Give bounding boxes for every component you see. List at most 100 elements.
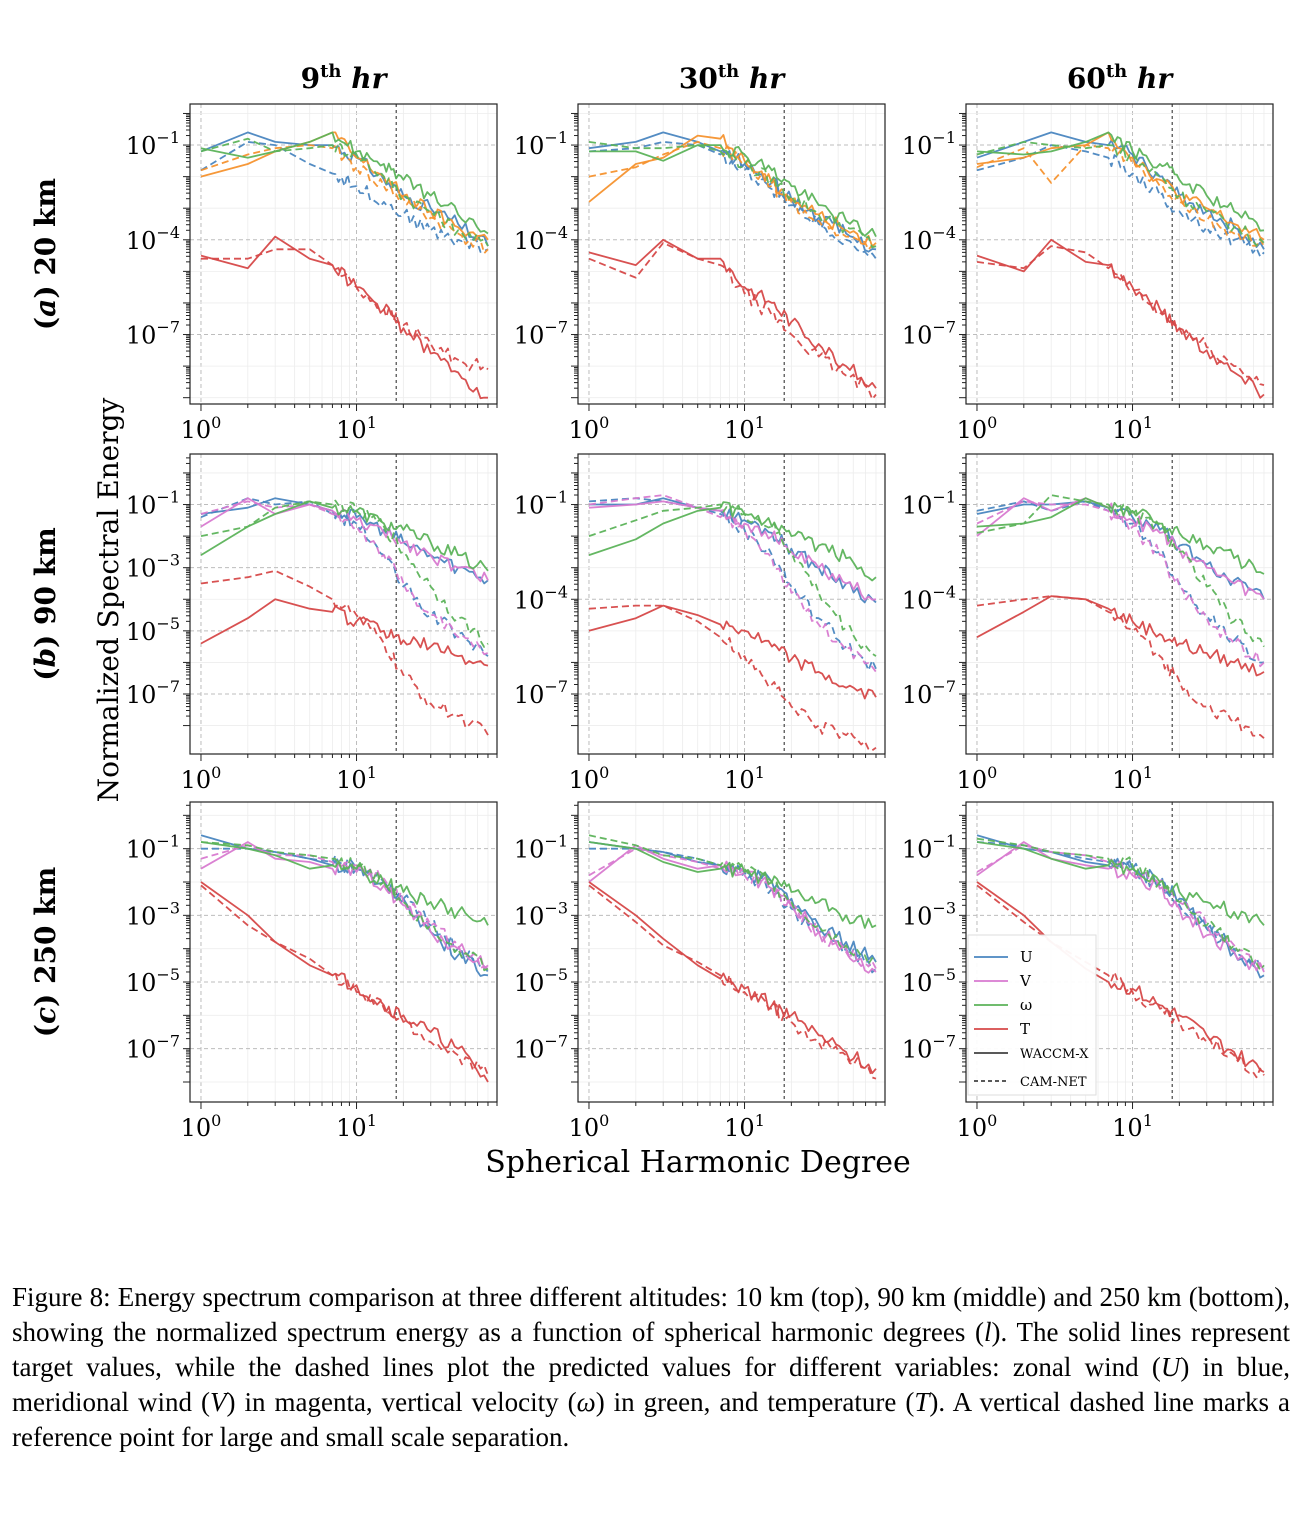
legend-style-label: WACCM-X [1020,1047,1089,1062]
series-line-T-dashed [588,242,877,401]
y-tick-label: 10−1 [514,832,568,864]
caption-var-t: T [914,1387,930,1417]
y-axis-label: Normalized Spectral Energy [92,397,125,802]
axes-frame [577,103,886,405]
row-label: (c) 250 km [29,867,62,1038]
y-tick-label: 10−7 [902,1032,956,1064]
x-tick-label: 101 [336,1111,377,1142]
series-line-V-solid [976,131,1265,241]
y-tick-label: 10−3 [126,551,180,583]
series-group [200,131,489,400]
y-tick-label: 10−1 [126,128,180,160]
row-label: (b) 90 km [29,527,62,681]
series-line-omega-dashed [976,141,1265,247]
caption-var-v: V [209,1387,227,1417]
x-tick-label: 101 [1112,763,1153,794]
series-line-V-solid [588,500,877,601]
series-group [976,131,1265,399]
series-line-omega-solid [200,500,489,572]
column-titles: 9th hr 30th hr 60th hr [301,61,1175,95]
figure-caption: Figure 8: Energy spectrum comparison at … [12,1280,1290,1455]
y-ticks: 10−7 10−4 10−1 [126,112,190,399]
series-line-U-dashed [589,847,877,974]
series-line-omega-dashed [976,837,1265,971]
y-tick-label: 10−1 [514,488,568,520]
x-axis-label: Spherical Harmonic Degree [485,1145,911,1180]
y-tick-label: 10−1 [902,832,956,864]
y-ticks: 10−7 10−5 10−3 10−1 [902,804,966,1083]
series-line-T-solid [200,598,489,667]
y-tick-label: 10−1 [902,128,956,160]
x-ticks: 100 101 [181,754,498,794]
chart-panel: 100 101 10−7 10−4 10−1 [514,453,886,794]
series-group [588,834,877,1080]
x-ticks: 100 101 [569,404,886,444]
x-ticks: 100 101 [957,754,1274,794]
series-line-T-solid [976,238,1265,399]
series-line-omega-solid [976,841,1265,926]
series-group [588,131,877,401]
axes-frame [189,103,498,405]
x-tick-label: 100 [181,1111,222,1142]
column-title: 30th hr [679,61,786,95]
row-label: (a) 20 km [29,178,62,330]
series-line-T-solid [200,235,489,400]
series-line-omega-dashed [200,841,489,972]
caption-prefix: Figure 8: Energy spectrum comparison at … [12,1282,1290,1347]
series-line-T-solid [976,881,1265,1073]
legend-box [967,934,1097,1096]
y-tick-label: 10−4 [514,223,568,255]
y-tick-label: 10−7 [514,1032,568,1064]
x-tick-label: 101 [336,763,377,794]
series-line-T-dashed [200,884,489,1076]
y-tick-label: 10−7 [902,677,956,709]
chart-panel: 100 101 10−7 10−5 10−3 10−1 [126,453,498,794]
x-tick-label: 100 [569,1111,610,1142]
series-line-T-solid [976,595,1265,677]
series-line-U-solid [200,834,489,977]
series-line-V-dashed [976,144,1265,247]
y-tick-label: 10−3 [514,898,568,930]
series-line-U-dashed [200,497,489,657]
figure-canvas: 9th hr 30th hr 60th hr (a) 20 km(b) 90 km(… [29,61,1274,1180]
x-ticks: 100 101 [569,1102,886,1142]
x-ticks: 100 101 [957,1102,1274,1142]
x-tick-label: 100 [181,763,222,794]
y-tick-label: 10−7 [126,1032,180,1064]
caption-var-w: ω [576,1387,596,1417]
series-line-omega-solid [200,131,489,235]
series-line-U-dashed [588,141,877,260]
series-line-V-dashed [200,144,489,255]
series-line-U-dashed [976,500,1265,664]
column-title: 9th hr [301,61,389,95]
series-line-omega-dashed [588,141,877,249]
chart-panel: 100 101 10−7 10−4 10−1 [902,453,1274,794]
series-line-T-dashed [976,884,1265,1079]
row-labels: (a) 20 km (b) 90 km (c) 250 km [29,178,62,1037]
y-tick-label: 10−4 [902,223,956,255]
grid-lines [190,454,498,754]
x-ticks: 100 101 [181,404,498,444]
series-line-T-solid [200,881,489,1083]
y-tick-label: 10−7 [514,677,568,709]
series-group [200,834,489,1083]
x-tick-label: 101 [724,763,765,794]
y-ticks: 10−7 10−4 10−1 [902,457,966,727]
y-ticks: 10−7 10−5 10−3 10−1 [126,457,190,727]
x-tick-label: 100 [957,1111,998,1142]
y-tick-label: 10−7 [514,318,568,350]
series-line-omega-dashed [976,494,1265,647]
x-ticks: 100 101 [569,754,886,794]
chart-panel: 100 101 10−7 10−5 10−3 10−1 [514,801,886,1142]
series-line-U-dashed [976,144,1265,258]
legend-style-label: CAM-NET [1020,1075,1087,1090]
series-line-omega-solid [589,144,877,237]
series-line-V-dashed [976,500,1265,668]
y-ticks: 10−7 10−5 10−3 10−1 [514,804,578,1083]
y-tick-label: 10−1 [126,832,180,864]
x-tick-label: 101 [724,1111,765,1142]
x-tick-label: 100 [569,413,610,444]
series-line-omega-solid [976,131,1265,232]
series-line-T-solid [588,604,877,700]
